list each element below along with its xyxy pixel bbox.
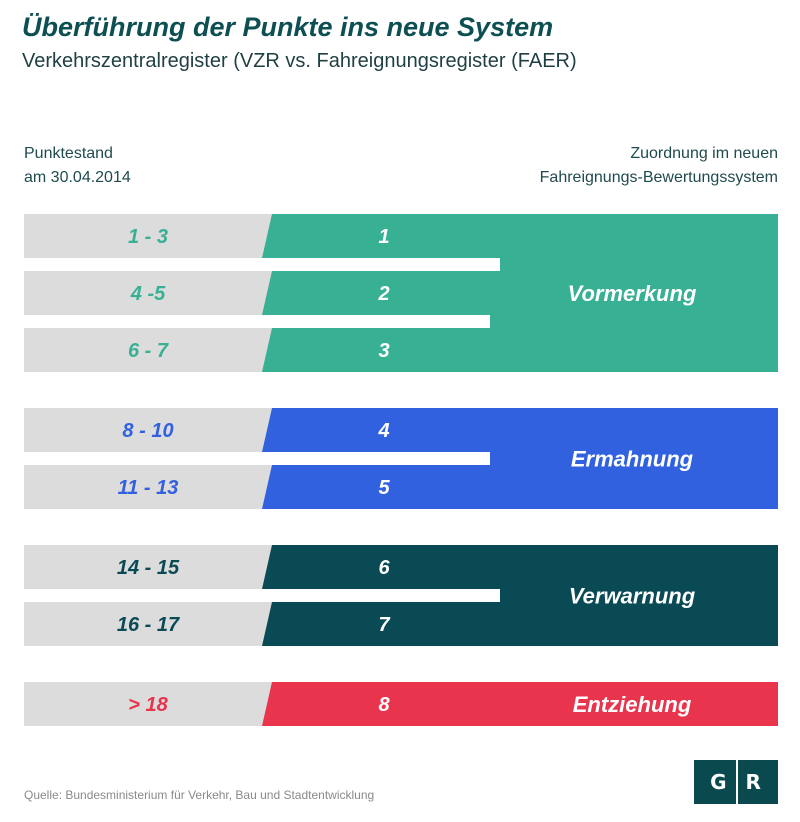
target-points-bar xyxy=(262,271,510,315)
new-points-label: 7 xyxy=(378,614,390,636)
target-points-bar xyxy=(262,328,520,372)
row-separator xyxy=(262,315,490,328)
group-block xyxy=(490,545,778,646)
old-points-range-label: 4 -5 xyxy=(130,283,166,305)
stage-label: Verwarnung xyxy=(569,584,696,609)
target-points-bar xyxy=(262,408,510,452)
row-separator xyxy=(262,589,500,602)
new-points-label: 2 xyxy=(377,283,389,305)
group-block xyxy=(480,408,778,509)
page-subtitle: Verkehrszentralregister (VZR vs. Fahreig… xyxy=(22,50,577,72)
old-points-range-label: 11 - 13 xyxy=(118,477,179,499)
page-title: Überführung der Punkte ins neue System xyxy=(22,12,554,42)
header-left-line-2: am 30.04.2014 xyxy=(24,169,131,186)
target-points-bar xyxy=(262,465,500,509)
header-right-line-2: Fahreignungs-Bewertungssystem xyxy=(539,169,778,186)
new-points-label: 4 xyxy=(377,420,389,442)
stage-label: Entziehung xyxy=(573,692,692,717)
row-separator xyxy=(262,452,490,465)
row-separator xyxy=(262,258,500,271)
old-points-range-label: 1 - 3 xyxy=(128,226,168,248)
old-points-range-label: 16 - 17 xyxy=(117,614,180,636)
old-points-range-label: > 18 xyxy=(128,694,168,716)
new-points-label: 3 xyxy=(378,340,389,362)
group-block xyxy=(272,682,778,726)
old-points-range-label: 14 - 15 xyxy=(117,557,180,579)
gr-logo: G R xyxy=(694,760,778,804)
logo-separator xyxy=(735,760,738,804)
source-note: Quelle: Bundesministerium für Verkehr, B… xyxy=(24,788,375,802)
header-points-stand: Punktestand am 30.04.2014 xyxy=(24,142,131,190)
target-points-bar xyxy=(262,602,510,646)
target-points-bar xyxy=(262,214,520,258)
new-points-label: 8 xyxy=(378,694,390,716)
logo-letter-r: R xyxy=(745,770,762,794)
old-points-range-label: 8 - 10 xyxy=(122,420,173,442)
header-right-line-1: Zuordnung im neuen xyxy=(630,145,778,162)
target-points-bar xyxy=(262,545,520,589)
new-points-label: 5 xyxy=(378,477,390,499)
old-points-range-label: 6 - 7 xyxy=(128,340,169,362)
stage-label: Ermahnung xyxy=(571,447,694,472)
header-left-line-1: Punktestand xyxy=(24,145,113,162)
new-points-label: 6 xyxy=(378,557,390,579)
header-new-system: Zuordnung im neuen Fahreignungs-Bewertun… xyxy=(540,142,778,190)
logo-letter-g: G xyxy=(710,770,728,794)
stage-label: Vormerkung xyxy=(568,281,697,306)
new-points-label: 1 xyxy=(378,226,389,248)
group-block xyxy=(490,214,778,372)
